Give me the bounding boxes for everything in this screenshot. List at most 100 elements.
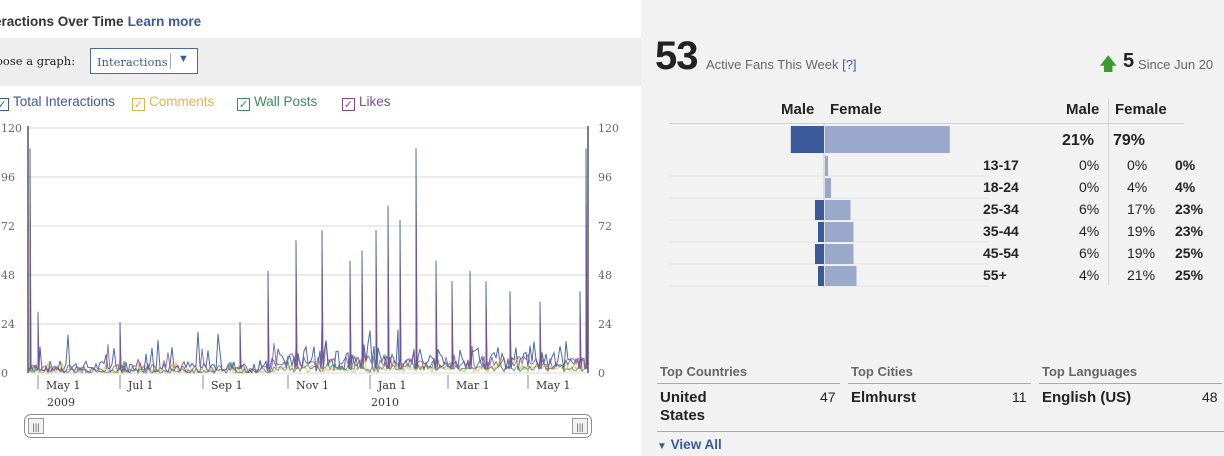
age-total-pct: 25% [1175, 245, 1204, 261]
legend-label: Total Interactions [13, 94, 116, 109]
age-label: 35-44 [983, 223, 1019, 239]
age-male-pct: 6% [1079, 245, 1100, 261]
y-tick-label-right: 0 [598, 367, 605, 380]
overall-male-pct: 21% [1062, 132, 1095, 149]
age-male-pct: 6% [1079, 201, 1100, 217]
top-cities-label: Top Cities [851, 364, 913, 379]
fans-panel: 53 Active Fans This Week [?] 🡅 5 Since J… [641, 0, 1224, 456]
top-language-count: 48 [1202, 389, 1218, 405]
age-male-pct: 4% [1079, 267, 1100, 283]
footer-divider [657, 431, 1224, 432]
checkbox-icon: ✓ [342, 98, 355, 111]
scroll-handle-right-icon[interactable]: ||| [572, 418, 588, 434]
age-total-pct: 23% [1175, 201, 1204, 217]
column-divider [1108, 98, 1109, 285]
panel-title: eractions Over Time Learn more [0, 14, 202, 29]
y-tick-label-left: 120 [1, 122, 22, 135]
languages-divider [1039, 383, 1222, 384]
y-tick-label-left: 72 [1, 220, 15, 233]
age-male-pct: 0% [1079, 157, 1100, 173]
y-tick-label-left: 24 [1, 318, 15, 331]
female-header: Female [830, 101, 882, 118]
age-female-bar [825, 156, 828, 176]
scroll-handle-left-icon[interactable]: ||| [28, 418, 44, 434]
arrow-up-icon: 🡅 [1099, 54, 1118, 74]
male-header: Male [781, 101, 815, 118]
y-tick-label-left: 0 [1, 367, 8, 380]
x-tick-label: Mar 1 [456, 379, 490, 392]
age-male-bar [815, 244, 824, 264]
active-fans-count: 53 [655, 34, 698, 78]
cities-divider [848, 383, 1031, 384]
y-tick-label-left: 48 [1, 269, 15, 282]
interactions-chart: 0 0 24 24 48 48 72 72 96 96 120 120 May 1 Jul 1 Sep 1 N… [1, 122, 619, 409]
y-tick-label-right: 120 [598, 122, 619, 135]
age-label: 13-17 [983, 157, 1019, 173]
overall-female-pct: 79% [1113, 132, 1146, 149]
series-line-total-interactions [27, 148, 589, 375]
learn-more-link[interactable]: Learn more [127, 14, 202, 29]
graph-chooser-bar: oose a graph: Interactions ▼ [0, 38, 641, 86]
age-label: 18-24 [983, 179, 1019, 195]
top-countries-label: Top Countries [660, 364, 748, 379]
age-female-pct: 19% [1127, 245, 1156, 261]
timeline-scrollbar[interactable]: ||| ||| [24, 414, 592, 438]
age-female-pct: 21% [1127, 267, 1156, 283]
legend-comments[interactable]: ✓ Comments [132, 94, 214, 111]
top-language: English (US) [1042, 389, 1132, 406]
age-female-bar [825, 222, 854, 242]
header-divider [669, 123, 1184, 124]
choose-graph-label: oose a graph: [0, 54, 76, 68]
y-tick-label-right: 24 [598, 318, 612, 331]
legend-likes[interactable]: ✓ Likes [342, 94, 391, 111]
age-total-pct: 0% [1175, 157, 1196, 173]
legend-label: Likes [359, 94, 391, 109]
legend-label: Wall Posts [254, 94, 318, 109]
triangle-down-icon: ▼ [657, 441, 667, 452]
age-female-bar [825, 178, 831, 198]
year-label: 2009 [47, 396, 75, 409]
help-link[interactable]: [?] [842, 57, 857, 72]
checkbox-icon: ✓ [132, 98, 145, 111]
top-languages-label: Top Languages [1042, 364, 1138, 379]
age-gender-bars [669, 124, 989, 288]
legend-total-interactions[interactable]: ✓ Total Interactions [0, 94, 115, 111]
x-tick-label: Nov 1 [296, 379, 329, 392]
age-label: 25-34 [983, 201, 1019, 217]
x-tick-label: May 1 [46, 379, 81, 392]
top-city-count: 11 [1012, 389, 1027, 405]
x-tick-label: May 1 [536, 379, 571, 392]
age-male-pct: 0% [1079, 179, 1100, 195]
male-col-header: Male [1066, 101, 1100, 118]
year-label: 2010 [371, 396, 399, 409]
female-col-header: Female [1115, 101, 1167, 118]
age-male-bar [815, 200, 824, 220]
graph-select[interactable]: Interactions ▼ [90, 48, 198, 74]
overall-male-bar [790, 126, 824, 153]
interactions-panel: eractions Over Time Learn more oose a gra… [0, 14, 641, 438]
top-city: Elmhurst [851, 389, 917, 406]
countries-divider [657, 383, 840, 384]
checkbox-icon: ✓ [237, 98, 250, 111]
age-total-pct: 4% [1175, 179, 1196, 195]
change-count: 5 [1123, 50, 1135, 72]
since-label: Since Jun 20 [1138, 57, 1214, 72]
top-country: United States [660, 389, 707, 424]
checkbox-icon: ✓ [0, 98, 9, 111]
age-male-pct: 4% [1079, 223, 1100, 239]
age-female-pct: 19% [1127, 223, 1156, 239]
age-total-pct: 25% [1175, 267, 1204, 283]
age-female-pct: 17% [1127, 201, 1156, 217]
select-divider [170, 53, 171, 69]
age-female-pct: 4% [1127, 179, 1148, 195]
view-all-link[interactable]: ▼ View All [657, 437, 722, 452]
legend-wall-posts[interactable]: ✓ Wall Posts [237, 94, 317, 111]
age-label: 45-54 [983, 245, 1019, 261]
y-tick-label-right: 72 [598, 220, 612, 233]
age-female-pct: 0% [1127, 157, 1148, 173]
legend-label: Comments [149, 94, 215, 109]
graph-select-value: Interactions [97, 55, 168, 69]
chevron-down-icon: ▼ [178, 53, 189, 65]
y-tick-label-left: 96 [1, 171, 15, 184]
age-female-bar [825, 266, 857, 286]
